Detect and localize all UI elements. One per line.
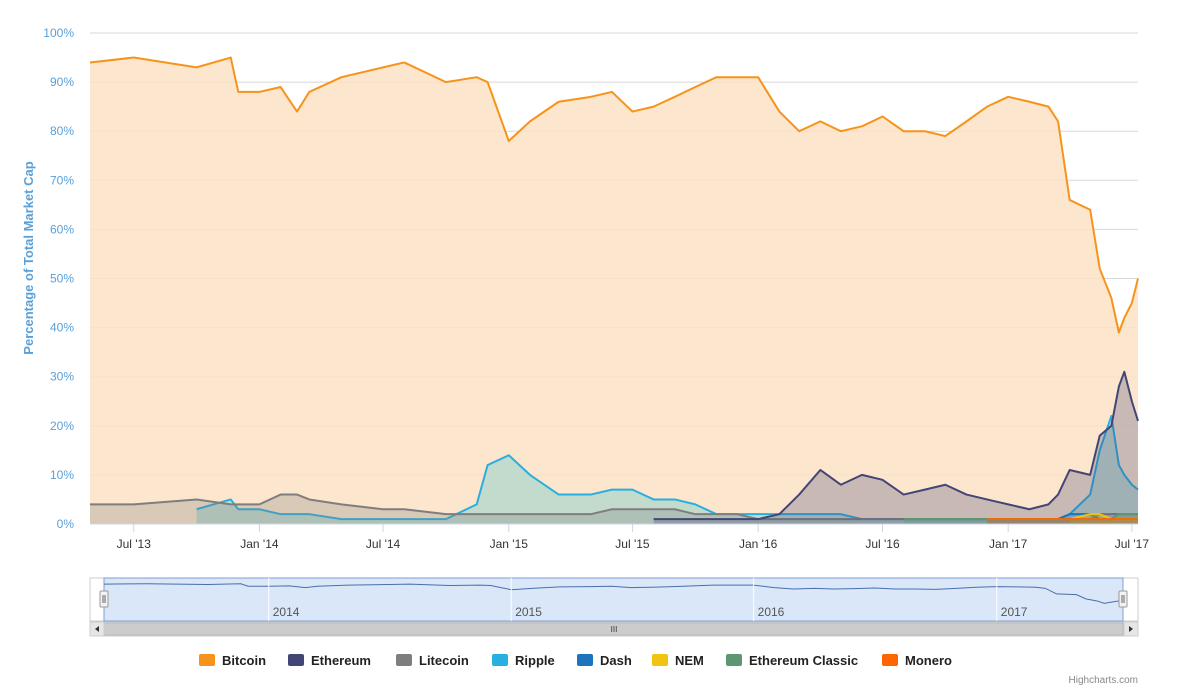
legend-item-ripple[interactable]: Ripple <box>492 653 555 668</box>
navigator-tick-label: 2014 <box>273 605 300 619</box>
legend-label: Ethereum Classic <box>749 653 858 668</box>
series-line-bitcoin <box>89 56 1139 334</box>
navigator-selected-range[interactable] <box>103 577 1124 622</box>
y-tick-label: 60% <box>50 222 74 236</box>
legend-item-ethereum[interactable]: Ethereum <box>288 653 371 668</box>
series-area-monero <box>987 519 1138 524</box>
legend-swatch <box>288 654 304 666</box>
navigator-right-handle[interactable] <box>1118 590 1128 608</box>
series-area-ethereum-classic <box>903 514 1138 524</box>
legend-label: Monero <box>905 653 952 668</box>
y-tick-label: 20% <box>50 419 74 433</box>
legend-label: Dash <box>600 653 632 668</box>
navigator-tick-label: 2017 <box>1001 605 1028 619</box>
x-tick-label: Jul '15 <box>615 537 650 551</box>
y-tick-label: 30% <box>50 370 74 384</box>
y-tick-label: 70% <box>50 173 74 187</box>
series-area-ethereum <box>653 371 1138 524</box>
x-tick-label: Jul '14 <box>366 537 401 551</box>
y-tick-label: 50% <box>50 272 74 286</box>
legend-swatch <box>396 654 412 666</box>
legend-swatch <box>492 654 508 666</box>
legend-swatch <box>577 654 593 666</box>
series-area-ripple <box>196 415 1138 524</box>
legend-swatch <box>726 654 742 666</box>
y-axis-label: Percentage of Total Market Cap <box>21 161 36 354</box>
y-tick-label: 80% <box>50 124 74 138</box>
scrollbar-grip: III <box>611 625 618 634</box>
legend-swatch <box>652 654 668 666</box>
legend-label: NEM <box>675 653 704 668</box>
navigator-series-line <box>103 583 1124 604</box>
series-line-ethereum <box>653 370 1139 521</box>
x-tick-label: Jul '13 <box>117 537 152 551</box>
legend-item-dash[interactable]: Dash <box>577 653 632 668</box>
chevron-right-icon <box>1129 626 1133 632</box>
axes: Percentage of Total Market Cap 0% 10% 20% 3… <box>21 26 1149 551</box>
legend-label: Ripple <box>515 653 555 668</box>
navigator-left-handle[interactable] <box>99 590 109 608</box>
legend: Bitcoin Ethereum Litecoin Ripple Dash NEM Ethe… <box>199 653 952 668</box>
chevron-left-icon <box>95 626 99 632</box>
legend-label: Bitcoin <box>222 653 266 668</box>
legend-item-nem[interactable]: NEM <box>652 653 704 668</box>
navigator[interactable]: 2014 2015 2016 2017 III <box>89 577 1139 637</box>
credits-text[interactable]: Highcharts.com <box>1069 675 1138 686</box>
y-tick-label: 40% <box>50 321 74 335</box>
legend-label: Ethereum <box>311 653 371 668</box>
y-tick-label: 10% <box>50 468 74 482</box>
navigator-tick-label: 2015 <box>515 605 542 619</box>
legend-swatch <box>199 654 215 666</box>
x-tick-label: Jul '17 <box>1115 537 1150 551</box>
x-tick-label: Jan '17 <box>989 537 1028 551</box>
navigator-tick-label: 2016 <box>758 605 785 619</box>
legend-item-ethereum-classic[interactable]: Ethereum Classic <box>726 653 858 668</box>
series-layer <box>89 56 1139 525</box>
x-tick-label: Jan '15 <box>490 537 529 551</box>
series-area-bitcoin <box>90 57 1138 525</box>
legend-swatch <box>882 654 898 666</box>
x-tick-label: Jan '14 <box>240 537 279 551</box>
legend-item-bitcoin[interactable]: Bitcoin <box>199 653 266 668</box>
x-tick-label: Jan '16 <box>739 537 778 551</box>
y-tick-label: 0% <box>57 517 75 531</box>
y-tick-label: 100% <box>43 26 74 40</box>
legend-item-litecoin[interactable]: Litecoin <box>396 653 469 668</box>
legend-label: Litecoin <box>419 653 469 668</box>
legend-item-monero[interactable]: Monero <box>882 653 952 668</box>
x-tick-label: Jul '16 <box>865 537 900 551</box>
y-tick-label: 90% <box>50 75 74 89</box>
